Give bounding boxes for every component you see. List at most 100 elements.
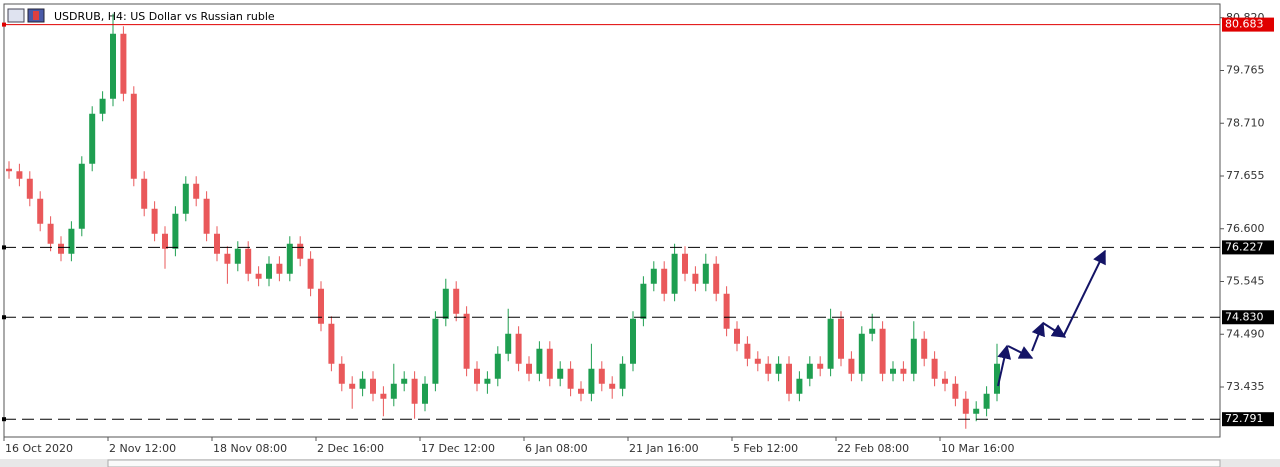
candle-body (858, 333, 865, 374)
x-tick-label: 18 Nov 08:00 (213, 442, 287, 455)
candle-body (817, 363, 824, 369)
candle-body (640, 283, 647, 319)
candle-body (962, 398, 969, 414)
arrow (1042, 322, 1067, 338)
candle-body (234, 248, 241, 264)
candle-body (630, 318, 636, 364)
candle-body (99, 98, 106, 114)
candle-body (349, 383, 356, 389)
level-anchor (2, 315, 6, 320)
arrow (1062, 249, 1106, 338)
level-label: 76.227 (1225, 240, 1264, 253)
y-tick-label: 77.655 (1226, 169, 1265, 182)
level-label-box (1222, 17, 1274, 32)
candle-body (338, 363, 345, 384)
level-label: 72.791 (1225, 412, 1264, 425)
candle-body (286, 243, 293, 274)
level-label: 80.683 (1225, 18, 1264, 31)
candle-body (702, 263, 709, 284)
x-tick-label: 21 Jan 16:00 (629, 442, 699, 455)
candle-body (411, 378, 418, 404)
candle-body (318, 288, 324, 324)
candle-body (151, 208, 158, 234)
candle-body (578, 388, 584, 394)
candle-body (598, 368, 605, 384)
candle-body (754, 358, 761, 364)
candle-body (546, 348, 553, 379)
candle-body (453, 288, 460, 314)
candle-body (838, 318, 844, 359)
candle-body (297, 243, 304, 259)
level-label: 74.830 (1225, 310, 1264, 323)
candle-body (515, 333, 522, 364)
x-tick-label: 10 Mar 16:00 (941, 442, 1014, 455)
candle-body (266, 263, 272, 279)
candle-body (130, 93, 137, 179)
candle-body (120, 33, 127, 94)
candle-body (744, 343, 751, 359)
marks: 80.82079.76578.71077.65576.60075.54574.4… (2, 11, 1274, 455)
y-tick-label: 74.490 (1226, 327, 1265, 340)
candle-body (526, 363, 532, 374)
arrow (997, 344, 1012, 387)
candle-body (796, 378, 803, 394)
candle-body (900, 368, 907, 374)
candle-body (848, 358, 855, 374)
candle-body (723, 293, 730, 329)
arrow (1007, 345, 1034, 359)
candle-body (432, 318, 439, 384)
y-tick-label: 78.710 (1226, 116, 1265, 129)
candle-body (713, 263, 720, 294)
candle-body (567, 368, 574, 389)
icon[interactable] (7, 8, 25, 23)
candle-body (994, 363, 1000, 394)
chart-title: USDRUB, H4: US Dollar vs Russian ruble (54, 10, 275, 23)
x-tick-label: 22 Feb 08:00 (837, 442, 909, 455)
candle-body (910, 338, 917, 374)
candle-body (952, 383, 959, 399)
scroll-thumb[interactable] (107, 459, 1221, 467)
candle-body (78, 163, 85, 229)
candle-body (650, 268, 657, 284)
candle-body (16, 171, 23, 179)
level-label-box (1222, 412, 1274, 427)
candle-body (37, 198, 44, 224)
plot-frame (3, 3, 1221, 438)
x-tick-label: 16 Oct 2020 (5, 442, 73, 455)
candle-body (47, 223, 54, 244)
candle-body (463, 313, 470, 369)
candle-body (203, 198, 210, 234)
candle-body (557, 368, 564, 379)
level-label-box (1222, 240, 1274, 255)
candle-body (609, 383, 616, 389)
candle-body (827, 318, 834, 369)
candle-body (484, 378, 491, 384)
candle-body (255, 273, 262, 279)
candle-body (442, 288, 449, 319)
symbol-icons (7, 8, 45, 23)
candle-body (734, 328, 740, 344)
candle-body (26, 178, 33, 199)
y-tick-label: 76.600 (1226, 222, 1265, 235)
level-anchor (2, 245, 6, 250)
candle-body (942, 378, 948, 384)
x-tick-label: 2 Dec 16:00 (317, 442, 384, 455)
candle-body (370, 378, 376, 394)
candle-body (380, 393, 387, 399)
candle-body (661, 268, 668, 294)
candle-body (536, 348, 543, 374)
icon-part (33, 11, 39, 20)
candle-body (214, 233, 220, 254)
candle-body (172, 213, 179, 249)
candle-body (245, 248, 252, 274)
candle-body (494, 353, 501, 379)
level-label-box (1222, 310, 1274, 325)
candle-body (328, 323, 335, 364)
candle-body (58, 243, 64, 254)
candle-body (474, 368, 480, 384)
candle-body (682, 253, 688, 274)
candle-body (588, 368, 595, 394)
